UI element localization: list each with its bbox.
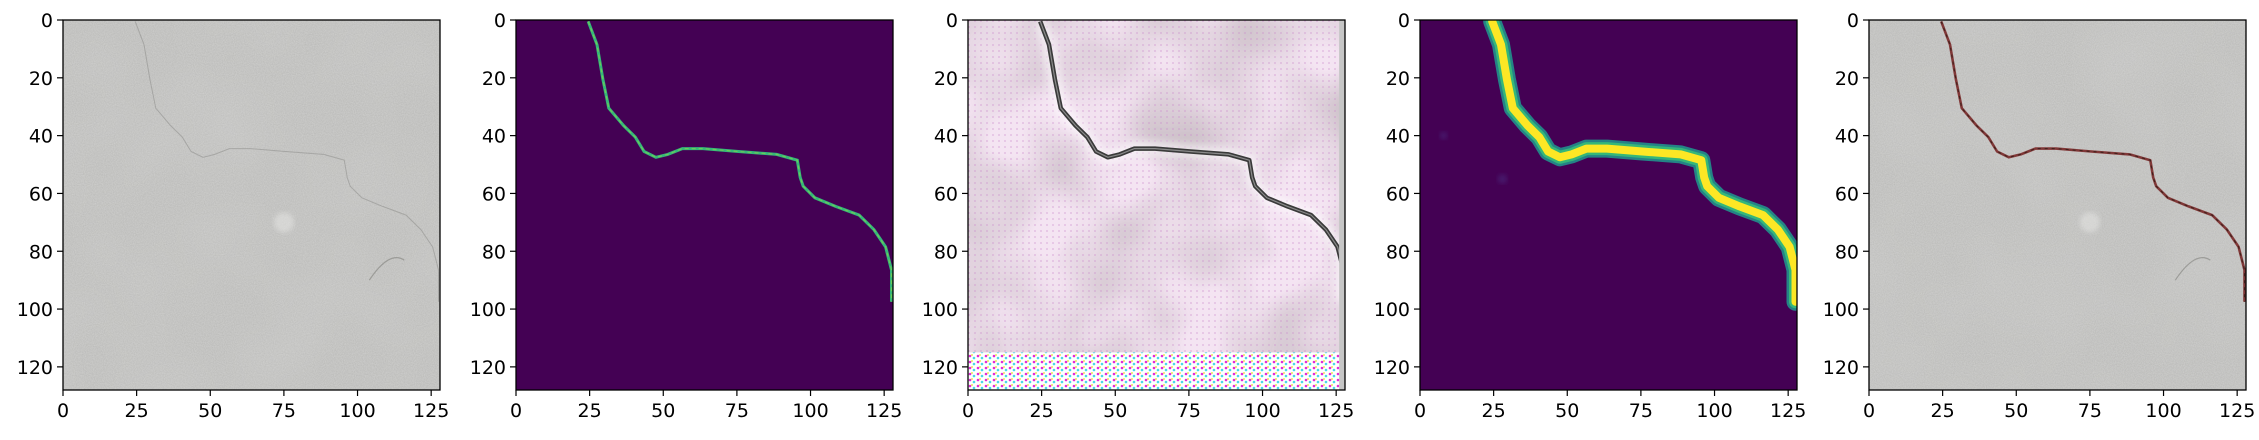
- x-tick-label: 0: [510, 400, 522, 422]
- x-tick-label: 75: [2078, 400, 2102, 422]
- y-tick-label: 60: [934, 183, 958, 205]
- x-tick-label: 75: [1629, 400, 1653, 422]
- y-tick-label: 60: [1386, 183, 1410, 205]
- x-tick-label: 0: [1414, 400, 1426, 422]
- y-tick-label: 0: [1847, 10, 1859, 32]
- x-tick-label: 75: [725, 400, 749, 422]
- y-tick-label: 20: [1835, 68, 1859, 90]
- panel-input: 0 25 50 75 100 125 0 20 40 60 80 100 120: [17, 10, 450, 422]
- x-tick-label: 50: [651, 400, 675, 422]
- panel-overlay: 0 25 50 75 100 125 0 20 40 60 80 100 120: [1823, 10, 2256, 422]
- panel-image: [968, 20, 1345, 390]
- axes-frame: [967, 19, 1346, 391]
- x-tick-label: 25: [1931, 400, 1955, 422]
- x-tick-label: 50: [198, 400, 222, 422]
- panel-ground-truth-mask: 0 25 50 75 100 125 0 20 40 60 80 100 120: [470, 10, 903, 422]
- x-tick-label: 0: [57, 400, 69, 422]
- x-tick-label: 75: [272, 400, 296, 422]
- y-tick-label: 100: [1823, 299, 1859, 321]
- y-tick-label: 120: [17, 357, 53, 379]
- y-tick-label: 0: [41, 10, 53, 32]
- x-tick-label: 25: [1482, 400, 1506, 422]
- x-tick-label: 50: [1555, 400, 1579, 422]
- y-tick-label: 60: [482, 183, 506, 205]
- panel-image: [516, 20, 893, 390]
- y-tick-label: 20: [1386, 68, 1410, 90]
- x-tick-label: 100: [792, 400, 828, 422]
- y-tick-label: 80: [1386, 241, 1410, 263]
- y-tick-label: 40: [1386, 126, 1410, 148]
- panel-predicted-mask: 0 25 50 75 100 125 0 20 40 60 80 100 120: [1374, 10, 1807, 422]
- y-tick-label: 80: [29, 241, 53, 263]
- y-tick-label: 80: [482, 241, 506, 263]
- x-tick-label: 50: [1103, 400, 1127, 422]
- y-tick-label: 60: [29, 183, 53, 205]
- axes-frame: [515, 19, 894, 391]
- x-tick-label: 125: [413, 400, 449, 422]
- x-tick-label: 0: [1863, 400, 1875, 422]
- x-tick-label: 100: [1696, 400, 1732, 422]
- artifact-band: [968, 352, 1345, 390]
- y-tick-label: 0: [946, 10, 958, 32]
- x-tick-label: 25: [1030, 400, 1054, 422]
- y-tick-label: 100: [1374, 299, 1410, 321]
- panel-image: [63, 20, 440, 390]
- axes-frame: [1419, 19, 1798, 391]
- y-tick-label: 100: [470, 299, 506, 321]
- y-tick-label: 40: [482, 126, 506, 148]
- y-tick-label: 0: [494, 10, 506, 32]
- y-tick-label: 120: [1823, 357, 1859, 379]
- y-tick-label: 120: [922, 357, 958, 379]
- x-tick-label: 25: [125, 400, 149, 422]
- axes-frame: [62, 19, 441, 391]
- x-tick-label: 50: [2004, 400, 2028, 422]
- x-tick-label: 125: [2219, 400, 2255, 422]
- y-tick-label: 20: [934, 68, 958, 90]
- y-tick-label: 40: [934, 126, 958, 148]
- y-tick-label: 20: [29, 68, 53, 90]
- y-tick-label: 40: [29, 126, 53, 148]
- x-tick-label: 125: [866, 400, 902, 422]
- y-tick-label: 60: [1835, 183, 1859, 205]
- x-tick-label: 125: [1318, 400, 1354, 422]
- y-tick-label: 100: [17, 299, 53, 321]
- predicted-crack: [1488, 20, 1797, 306]
- y-tick-label: 80: [1835, 241, 1859, 263]
- x-tick-label: 100: [2145, 400, 2181, 422]
- x-tick-label: 0: [962, 400, 974, 422]
- y-tick-label: 20: [482, 68, 506, 90]
- x-tick-label: 25: [578, 400, 602, 422]
- x-tick-label: 125: [1770, 400, 1806, 422]
- y-tick-label: 120: [1374, 357, 1410, 379]
- x-tick-label: 75: [1177, 400, 1201, 422]
- y-tick-label: 0: [1398, 10, 1410, 32]
- panel-image: [1420, 20, 1797, 390]
- y-tick-label: 40: [1835, 126, 1859, 148]
- y-tick-label: 120: [470, 357, 506, 379]
- panel-intermediate-output: 0 25 50 75 100 125 0 20 40 60 80 100 120: [922, 10, 1355, 422]
- panel-image: [1869, 20, 2246, 390]
- y-tick-label: 100: [922, 299, 958, 321]
- x-tick-label: 100: [339, 400, 375, 422]
- y-tick-label: 80: [934, 241, 958, 263]
- x-tick-label: 100: [1244, 400, 1280, 422]
- axes-frame: [1868, 19, 2247, 391]
